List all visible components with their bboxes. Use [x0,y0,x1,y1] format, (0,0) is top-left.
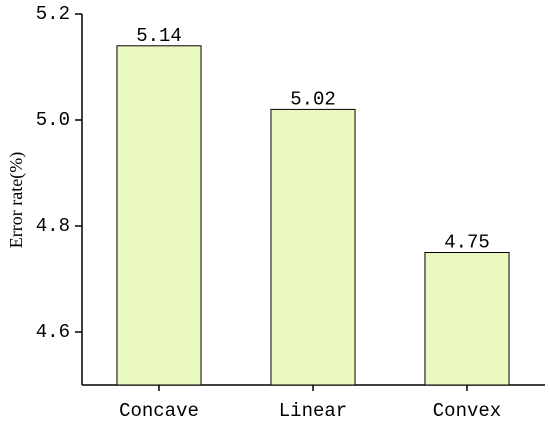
bar [116,45,202,386]
x-tick-label: Linear [279,400,347,422]
x-tick-label: Convex [433,400,501,422]
y-tick-label: 4.8 [36,215,70,237]
y-tick-label: 5.0 [36,109,70,131]
y-axis-label: Error rate(%) [6,152,27,248]
y-tick-label: 5.2 [36,3,70,25]
bar [270,108,356,386]
value-label: 5.14 [136,25,182,47]
bar [424,252,510,386]
value-label: 4.75 [444,232,490,254]
x-tick-label: Concave [119,400,199,422]
y-tick-label: 4.6 [36,321,70,343]
value-label: 5.02 [290,88,336,110]
